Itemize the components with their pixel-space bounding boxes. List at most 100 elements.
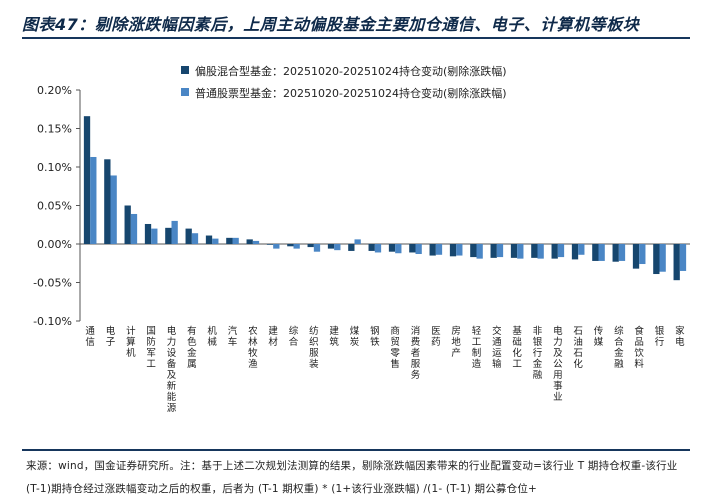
bar-series2 xyxy=(517,244,524,259)
bar-series1 xyxy=(490,244,497,258)
x-category-label: 纺织服装 xyxy=(309,325,319,370)
bar-series1 xyxy=(205,235,213,244)
y-tick-label: 0.20% xyxy=(37,84,72,97)
x-category-label: 国防军工 xyxy=(146,326,156,370)
bar-series2 xyxy=(557,244,565,258)
bar-series2 xyxy=(435,244,443,255)
legend: 偏股混合型基金：20251020-20251024持仓变动(剔除涨跌幅) 普通股… xyxy=(181,64,507,100)
x-category-label: 食品饮料 xyxy=(634,325,644,370)
bar-series1 xyxy=(592,244,599,261)
bar-series1 xyxy=(632,244,640,269)
x-category-label: 轻工制造 xyxy=(472,325,482,370)
x-category-label: 电力设备及新能源 xyxy=(167,325,177,414)
bar-series2 xyxy=(659,244,666,272)
bar-series2 xyxy=(151,228,158,244)
bar-series2 xyxy=(415,244,422,255)
x-category-label: 传媒 xyxy=(594,325,604,348)
bar-series2 xyxy=(395,244,402,254)
bar-series1 xyxy=(327,244,335,249)
bar-series1 xyxy=(348,244,355,251)
bar-series2 xyxy=(578,244,585,255)
bar-series2 xyxy=(232,237,239,244)
bar-chart: 偏股混合型基金：20251020-20251024持仓变动(剔除涨跌幅) 普通股… xyxy=(33,64,690,414)
bar-series2 xyxy=(90,156,97,244)
bar-series1 xyxy=(144,223,152,244)
source-divider xyxy=(22,449,690,451)
x-category-label: 银行 xyxy=(655,325,665,348)
bar-series2 xyxy=(334,244,341,251)
legend-swatch-series2 xyxy=(181,88,189,96)
x-category-label: 消费者服务 xyxy=(411,325,421,381)
bar-series1 xyxy=(368,244,375,251)
bar-series1 xyxy=(124,205,131,244)
bar-series2 xyxy=(313,244,321,252)
x-category-label: 综合 xyxy=(289,325,299,348)
bar-series1 xyxy=(673,244,680,281)
legend-label-series1: 偏股混合型基金：20251020-20251024持仓变动(剔除涨跌幅) xyxy=(195,64,507,78)
x-category-label: 家电 xyxy=(675,325,685,348)
x-category-label: 汽车 xyxy=(228,325,238,348)
x-category-label: 非银行金融 xyxy=(533,325,543,381)
legend-label-series2: 普通股票型基金：20251020-20251024持仓变动(剔除涨跌幅) xyxy=(195,86,507,100)
bar-series2 xyxy=(639,244,646,265)
bar-series1 xyxy=(612,244,619,262)
x-category-label: 医药 xyxy=(431,326,441,348)
source-note: 来源：wind，国金证券研究所。注：基于上述二次规划法测算的结果，剔除涨跌幅因素… xyxy=(26,460,678,495)
x-category-label: 电力及公用事业 xyxy=(553,325,563,403)
bar-series2 xyxy=(354,239,361,244)
bar-series1 xyxy=(653,244,660,275)
bar-series1 xyxy=(165,227,172,244)
bar-series1 xyxy=(510,244,518,258)
x-category-label: 电子 xyxy=(106,325,116,348)
x-category-label: 农林牧渔 xyxy=(248,325,258,370)
x-category-label: 商贸零售 xyxy=(390,325,400,370)
bar-series1 xyxy=(531,244,538,258)
bar-series2 xyxy=(374,244,382,253)
bar-series1 xyxy=(409,244,416,253)
bar-series2 xyxy=(252,240,260,244)
bar-series1 xyxy=(470,244,477,258)
y-tick-label: 0.15% xyxy=(37,123,72,136)
bar-series1 xyxy=(449,244,457,257)
bar-series2 xyxy=(496,244,504,258)
y-tick-label: 0.05% xyxy=(37,200,72,213)
x-category-label: 钢铁 xyxy=(370,325,380,348)
bar-series2 xyxy=(679,244,687,271)
x-category-label: 综合金融 xyxy=(614,325,624,370)
bar-series2 xyxy=(293,244,300,249)
legend-swatch-series1 xyxy=(181,66,189,74)
y-tick-label: -0.05% xyxy=(33,277,72,290)
y-tick-label: 0.10% xyxy=(37,161,72,174)
bar-series1 xyxy=(551,244,558,259)
x-category-label: 有色金属 xyxy=(187,325,197,370)
bars-group xyxy=(83,116,687,281)
bar-series2 xyxy=(598,244,605,261)
bar-series2 xyxy=(476,244,483,259)
y-tick-label: -0.10% xyxy=(33,315,72,328)
x-category-label: 石油石化 xyxy=(573,326,583,370)
bar-series1 xyxy=(307,244,314,248)
bar-series2 xyxy=(273,244,280,249)
x-category-label: 机械 xyxy=(207,325,217,348)
x-category-label: 煤炭 xyxy=(350,325,360,348)
bar-series1 xyxy=(104,159,111,244)
bar-series2 xyxy=(191,233,199,244)
x-category-label: 基础化工 xyxy=(512,325,522,370)
bar-series1 xyxy=(226,237,233,244)
bar-series1 xyxy=(388,244,396,252)
bar-series1 xyxy=(246,239,253,244)
bar-series1 xyxy=(266,244,274,245)
bar-series2 xyxy=(130,213,138,244)
bar-series2 xyxy=(456,244,463,256)
bar-series1 xyxy=(185,228,192,244)
bar-series2 xyxy=(110,175,117,244)
bar-series1 xyxy=(429,244,436,256)
x-category-label: 计算机 xyxy=(126,325,136,359)
x-category-label: 建材 xyxy=(268,325,278,348)
bar-series2 xyxy=(171,220,178,244)
bar-series1 xyxy=(287,244,294,247)
x-category-label: 交通运输 xyxy=(492,325,502,370)
bar-series2 xyxy=(212,238,219,244)
x-category-label: 通信 xyxy=(85,326,95,348)
